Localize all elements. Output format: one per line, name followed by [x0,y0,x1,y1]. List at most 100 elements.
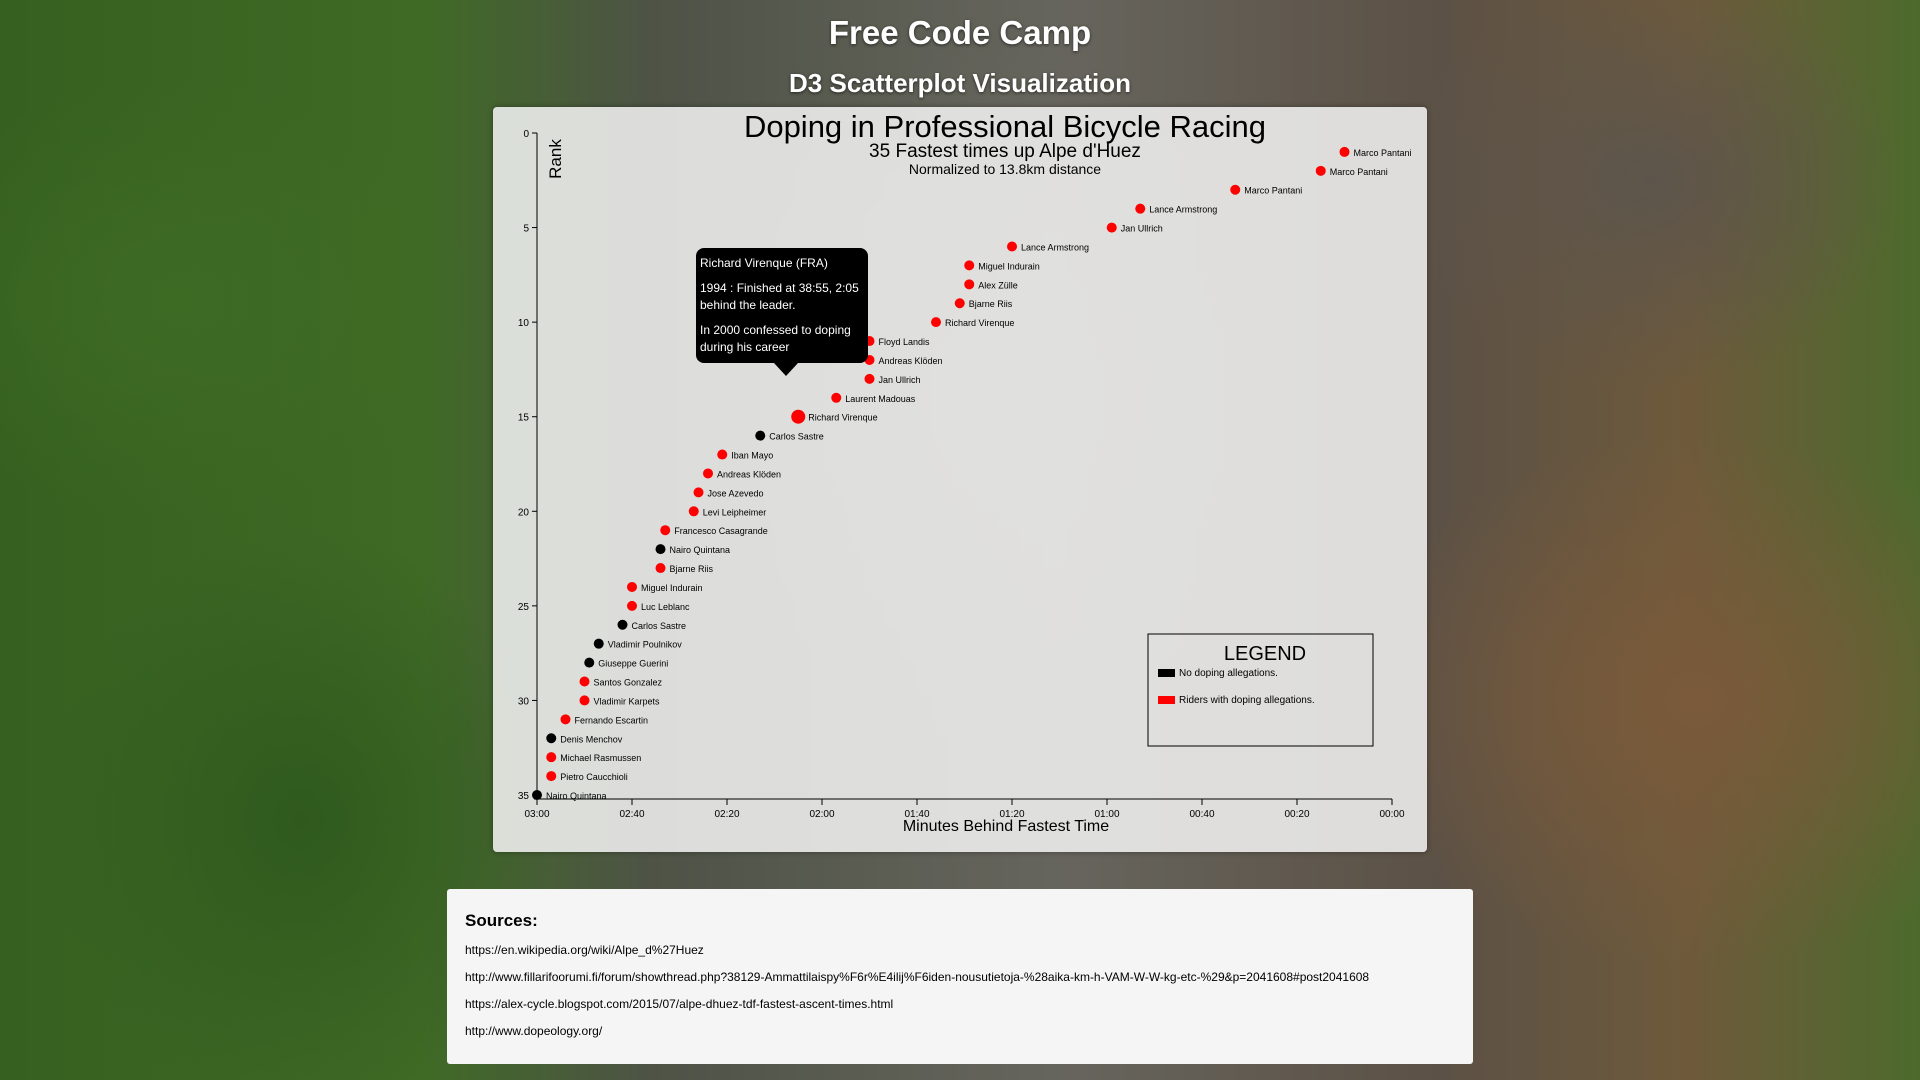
y-tick-label: 0 [523,129,529,140]
source-link[interactable]: http://www.fillarifoorumi.fi/forum/showt… [465,970,1370,984]
axes: 0 5 10 15 20 25 30 35 03:00 02:40 02:20 02:00 01:40 0… [518,129,1405,820]
data-point [546,733,557,744]
data-point [560,714,571,725]
x-tick-label: 01:00 [1094,809,1119,820]
data-point [1135,203,1146,214]
x-tick-label: 03:00 [524,809,549,820]
y-tick-label: 20 [518,507,530,518]
data-point [864,373,875,384]
data-point [954,298,965,309]
legend-title: LEGEND [1224,643,1306,665]
point-label: Andreas Klöden [717,469,781,479]
point-label: Andreas Klöden [879,356,943,366]
source-link[interactable]: https://en.wikipedia.org/wiki/Alpe_d%27H… [465,943,704,957]
legend-label-clean: No doping allegations. [1179,668,1278,679]
data-point [579,695,590,706]
point-label: Richard Virenque [945,318,1014,328]
legend-swatch-clean [1158,669,1175,677]
tooltip-detail: 1994 : Finished at 38:55, 2:05 behind th… [700,281,859,312]
data-point [532,790,542,800]
legend: LEGEND No doping allegations. Riders wit… [1147,633,1374,747]
y-tick-label: 25 [518,602,530,613]
point-label: Miguel Indurain [978,261,1040,271]
data-point [693,487,704,498]
point-label: Giuseppe Guerini [598,659,668,669]
point-label: Iban Mayo [731,451,773,461]
data-point [703,468,713,479]
x-tick-label: 00:40 [1189,809,1214,820]
point-label: Fernando Escartin [575,715,649,725]
point-label: Bjarne Riis [969,299,1013,309]
data-points: Marco Pantani Marco Pantani Marco Pantani L… [532,146,1412,801]
data-point [546,771,557,782]
x-tick-label: 02:40 [619,809,644,820]
point-label: Vladimir Poulnikov [608,640,683,650]
data-point [655,544,666,555]
data-point [964,279,975,290]
x-tick-label: 02:00 [809,809,834,820]
scatterplot: Doping in Professional Bicycle Racing 35… [518,109,1412,835]
point-label: Marco Pantani [1244,186,1302,196]
source-link[interactable]: https://alex-cycle.blogspot.com/2015/07/… [465,997,894,1011]
point-label: Michael Rasmussen [560,753,641,763]
data-point [546,752,557,763]
point-label: Richard Virenque [808,413,877,423]
tooltip: Richard Virenque (FRA) 1994 : Finished a… [696,248,868,376]
data-point [1339,146,1350,157]
sources-title: Sources: [465,911,538,930]
page-title: Free Code Camp [828,14,1092,51]
point-label: Miguel Indurain [641,583,703,593]
point-label: Laurent Madouas [845,394,916,404]
point-label: Vladimir Karpets [594,696,661,706]
tooltip-rider: Richard Virenque (FRA) [700,256,828,270]
legend-label-doping: Riders with doping allegations. [1179,695,1315,706]
x-axis-label: Minutes Behind Fastest Time [903,818,1109,835]
data-point [755,430,766,441]
point-label: Jose Azevedo [708,488,764,498]
chart-panel: Doping in Professional Bicycle Racing 35… [493,107,1427,852]
data-point [1230,184,1241,195]
point-label: Santos Gonzalez [594,678,663,688]
point-label: Nairo Quintana [670,545,731,555]
data-point [627,581,637,592]
y-axis-label: Rank [546,139,565,179]
chart-title: Doping in Professional Bicycle Racing [744,109,1266,144]
data-point [688,506,699,517]
data-point [831,392,842,403]
data-point [1315,165,1326,176]
point-label: Nairo Quintana [546,791,607,801]
x-tick-label: 00:20 [1284,809,1309,820]
point-label: Denis Menchov [560,734,623,744]
data-point [617,619,628,630]
chart-note: Normalized to 13.8km distance [909,161,1101,177]
data-point [627,600,637,611]
data-point [593,638,604,649]
point-label: Levi Leipheimer [703,507,767,517]
y-tick-label: 35 [518,791,530,802]
x-tick-label: 02:20 [714,809,739,820]
point-label: Pietro Caucchioli [560,772,628,782]
data-point [791,409,806,424]
point-label: Jan Ullrich [879,375,921,385]
y-tick-label: 5 [523,224,529,235]
point-label: Carlos Sastre [632,621,687,631]
data-point [964,260,975,271]
sources-panel: Sources: https://en.wikipedia.org/wiki/A… [447,889,1473,1064]
point-label: Luc Leblanc [641,602,690,612]
data-point [1007,241,1017,252]
x-tick-label: 01:20 [999,809,1024,820]
point-label: Lance Armstrong [1149,205,1217,215]
y-tick-label: 30 [518,696,530,707]
data-point [1106,222,1117,233]
point-label: Alex Zülle [978,280,1018,290]
y-tick-label: 10 [518,318,530,329]
source-link[interactable]: http://www.dopeology.org/ [465,1024,603,1038]
point-label: Jan Ullrich [1121,224,1163,234]
data-point [579,676,590,687]
x-tick-label: 01:40 [904,809,929,820]
data-point [655,563,666,574]
point-label: Floyd Landis [879,337,931,347]
point-label: Marco Pantani [1330,167,1388,177]
point-label: Carlos Sastre [769,432,824,442]
data-point [584,657,595,668]
